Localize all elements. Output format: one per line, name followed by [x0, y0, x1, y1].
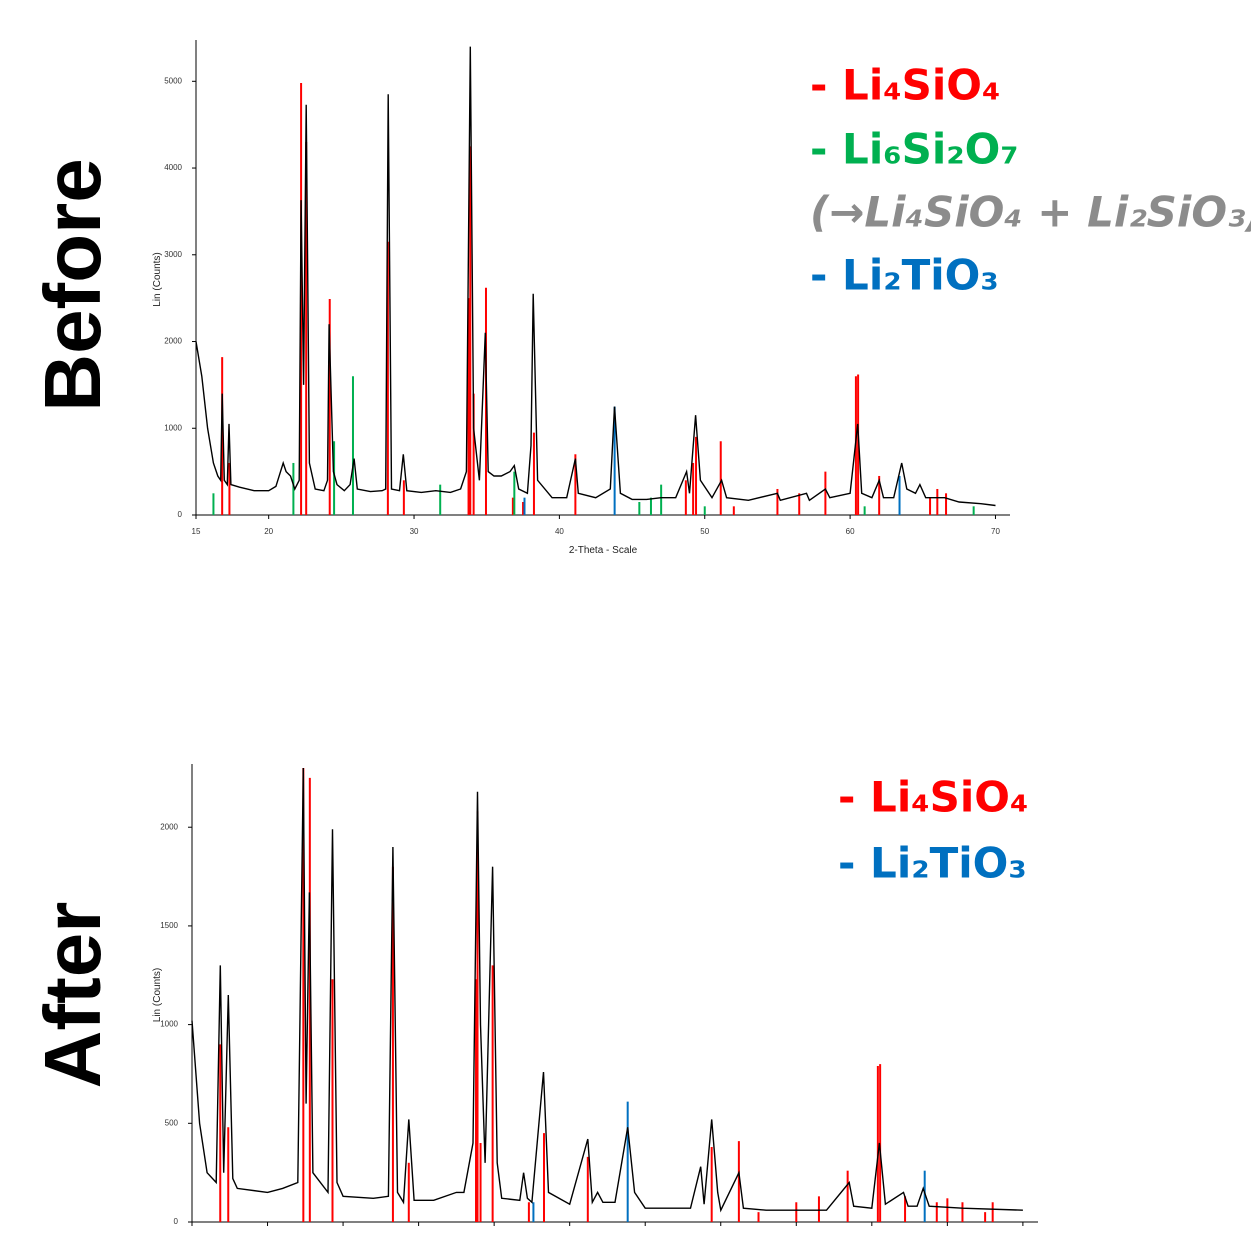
y-tick-label: 1000	[164, 423, 182, 432]
x-tick-label: 70	[991, 527, 1000, 536]
y-tick-label: 500	[165, 1118, 179, 1127]
x-tick-label: 15	[192, 527, 201, 536]
legend-entry: - Li₂TiO₃	[838, 839, 1027, 888]
y-tick-label: 4000	[164, 163, 182, 172]
legend-entry: - Li₄SiO₄	[838, 773, 1028, 822]
x-tick-label: 20	[264, 527, 273, 536]
x-axis-label: 2-Theta - Scale	[569, 545, 638, 556]
x-tick-label: 60	[846, 527, 855, 536]
y-tick-label: 0	[178, 510, 183, 519]
y-tick-label: 2000	[160, 822, 178, 831]
y-axis-label: Lin (Counts)	[152, 968, 163, 1022]
x-tick-label: 40	[555, 527, 564, 536]
y-tick-label: 0	[174, 1217, 179, 1226]
y-tick-label: 5000	[164, 76, 182, 85]
diffraction-pattern	[191, 767, 1023, 1213]
legend-entry: - Li₄SiO₄	[810, 61, 1000, 110]
y-tick-label: 3000	[164, 250, 182, 259]
x-tick-label: 50	[700, 527, 709, 536]
x-tick-label: 30	[410, 527, 419, 536]
y-tick-label: 1500	[160, 921, 178, 930]
diffraction-pattern	[195, 46, 996, 507]
y-tick-label: 1000	[160, 1020, 178, 1029]
y-axis-label: Lin (Counts)	[152, 252, 163, 306]
legend-entry: - Li₆Si₂O₇	[810, 125, 1019, 174]
y-tick-label: 2000	[164, 337, 182, 346]
panel-label: After	[28, 902, 117, 1089]
legend-note: (→Li₄SiO₄ + Li₂SiO₃)	[810, 188, 1251, 237]
panel-label: Before	[28, 158, 117, 411]
legend-entry: - Li₂TiO₃	[810, 251, 999, 300]
